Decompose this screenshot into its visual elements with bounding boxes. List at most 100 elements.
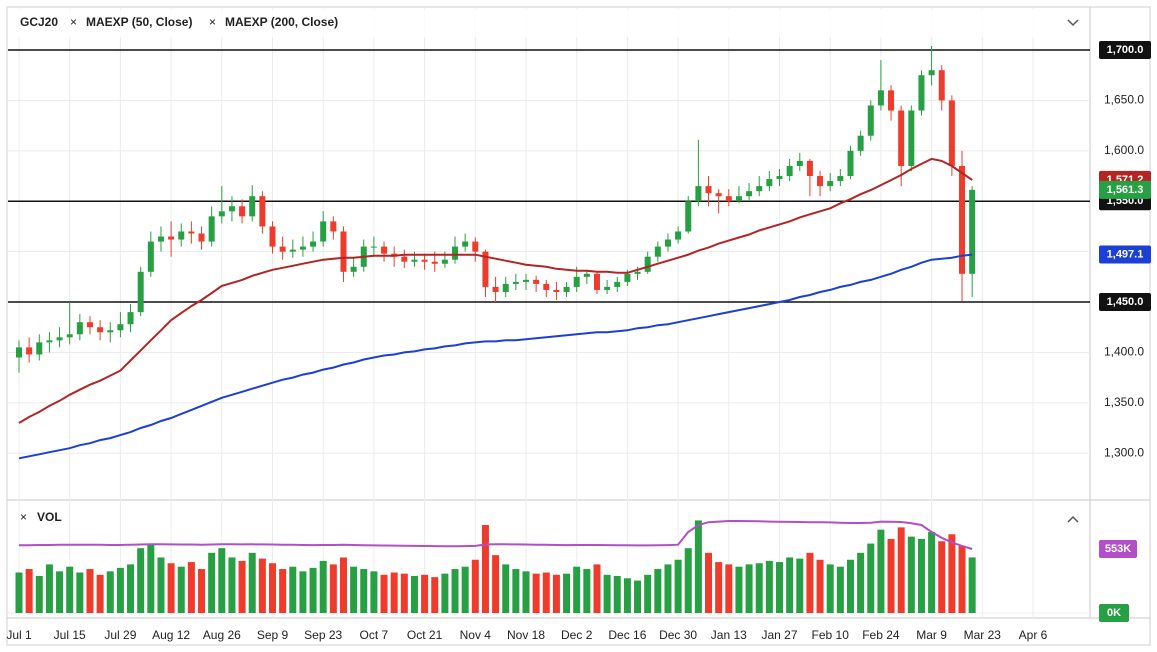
x-tick-label: Jul 29 — [104, 628, 136, 642]
x-tick-label: Oct 21 — [407, 628, 443, 642]
candle-body — [857, 135, 864, 151]
candle-body — [867, 105, 874, 136]
candle-body — [553, 289, 560, 292]
volume-bar — [471, 559, 479, 613]
candle-body — [117, 324, 124, 331]
volume-bar — [593, 564, 601, 613]
volume-bar — [56, 571, 64, 613]
x-tick-label: Apr 6 — [1019, 628, 1048, 642]
volume-bar — [269, 563, 276, 613]
volume-bar — [725, 564, 733, 613]
candle-body — [512, 281, 519, 284]
candle-body — [746, 191, 753, 197]
x-tick-label: Aug 26 — [203, 628, 241, 642]
volume-bar — [745, 564, 753, 613]
volume-bar — [603, 574, 611, 613]
horizontal-line-label: 1,700.0 — [1107, 44, 1144, 56]
candle-body — [249, 196, 256, 217]
x-tick-label: Jul 1 — [6, 628, 32, 642]
volume-average-line — [18, 520, 973, 550]
candle-body — [654, 246, 661, 257]
volume-average-label-box — [1099, 540, 1137, 559]
volume-bar — [907, 536, 915, 613]
candle-body — [523, 279, 529, 282]
volume-bar — [461, 566, 469, 613]
candle-body — [644, 256, 651, 272]
candle-body — [624, 273, 631, 282]
x-tick-label: Aug 12 — [152, 628, 190, 642]
volume-bar — [35, 575, 43, 613]
candle-body — [827, 181, 834, 187]
candle-body — [817, 176, 824, 187]
candle-body — [157, 236, 164, 242]
candle-body — [492, 286, 499, 292]
volume-bar — [208, 552, 216, 613]
volume-bar — [867, 543, 875, 613]
frame — [6, 6, 1151, 646]
candle-body — [97, 327, 104, 333]
volume-bar — [492, 555, 500, 613]
candle-body — [208, 216, 215, 242]
volume-bar — [167, 563, 175, 613]
volume-bar — [451, 569, 459, 613]
y-tick-label: 1,300.0 — [1104, 445, 1144, 459]
study-ma200[interactable]: MAEXP (200, Close) — [225, 15, 338, 29]
collapse-chevron[interactable] — [1067, 19, 1079, 27]
candle-body — [228, 206, 235, 212]
x-tick-label: Jul 15 — [54, 628, 86, 642]
candle-body — [776, 176, 783, 180]
candle-body — [563, 286, 570, 292]
y-tick-label: 1,600.0 — [1104, 143, 1144, 157]
remove-icon[interactable]: × — [70, 15, 77, 29]
x-tick-label: Dec 16 — [608, 628, 646, 642]
candle-body — [888, 90, 895, 111]
candle-body — [310, 241, 317, 247]
candle-body — [472, 241, 479, 252]
volume-bar — [836, 566, 844, 613]
candle-body — [786, 165, 793, 177]
volume-bar — [664, 564, 672, 613]
grid — [8, 8, 1090, 618]
candle-body — [685, 201, 692, 232]
volume-bar — [96, 574, 104, 613]
x-tick-label: Sep 23 — [304, 628, 342, 642]
candle-body — [614, 281, 621, 287]
volume-bar — [86, 569, 94, 613]
candle-body — [147, 241, 154, 272]
volume-bar — [928, 531, 936, 613]
x-tick-label: Feb 24 — [862, 628, 900, 642]
volume-bar — [806, 552, 814, 613]
volume-bar — [137, 548, 145, 613]
last-price-label: 1,561.3 — [1107, 184, 1144, 196]
candle-body — [36, 342, 43, 355]
candle-body — [16, 347, 22, 358]
volume-bar — [45, 564, 53, 613]
volume-bar — [917, 538, 925, 613]
volume-bar — [563, 573, 571, 613]
collapse-chevron[interactable] — [1067, 515, 1079, 523]
candle-body — [66, 334, 73, 338]
candle-body — [370, 246, 377, 248]
volume-bar — [25, 569, 33, 613]
y-tick-label: 1,650.0 — [1104, 93, 1144, 107]
candle-body — [188, 231, 195, 234]
remove-icon[interactable]: × — [20, 510, 27, 524]
plot — [8, 46, 1090, 613]
x-tick-label: Oct 7 — [360, 628, 389, 642]
volume-bar — [765, 560, 773, 613]
volume-bar — [755, 563, 763, 613]
volume-bar — [796, 558, 804, 613]
volume-bar — [421, 574, 429, 613]
y-tick-label: 1,350.0 — [1104, 395, 1144, 409]
study-ma50[interactable]: MAEXP (50, Close) — [86, 15, 192, 29]
volume-average-label: 553K — [1105, 543, 1131, 555]
volume-bar — [431, 577, 439, 613]
moving-average-line — [18, 253, 973, 460]
volume-bar — [948, 534, 956, 613]
candle-body — [898, 110, 905, 166]
candle-body — [86, 322, 93, 328]
remove-icon[interactable]: × — [209, 15, 216, 29]
candle-body — [695, 186, 702, 202]
candle-body — [634, 271, 641, 274]
volume-bar — [887, 538, 895, 613]
